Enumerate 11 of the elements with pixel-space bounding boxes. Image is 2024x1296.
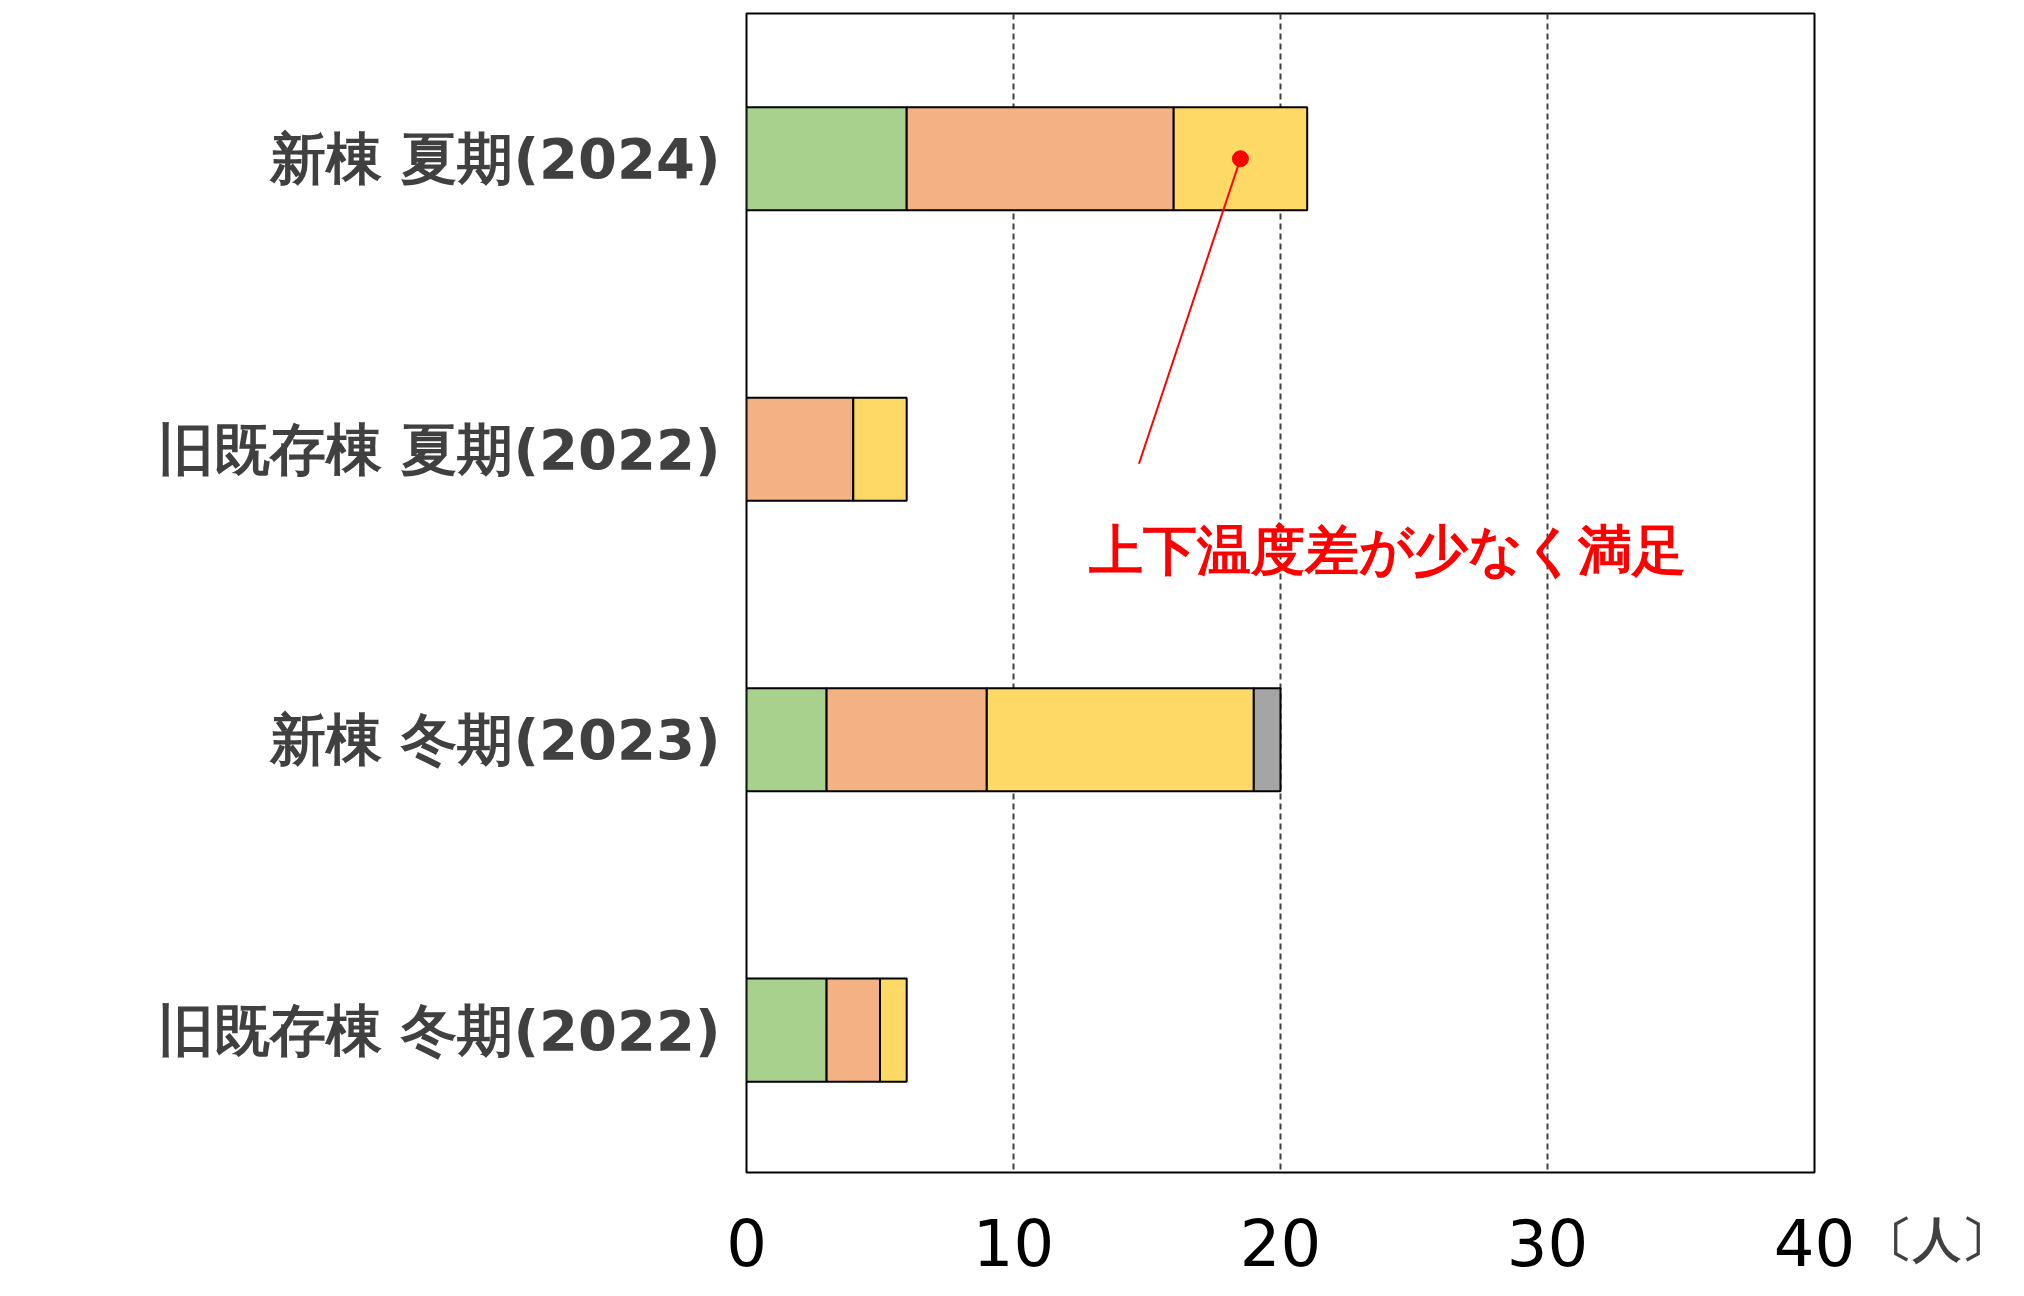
x-tick-label: 20 — [1239, 1206, 1322, 1281]
annotation: 上下温度差が少なく満足 — [1088, 519, 1686, 583]
y-tick-label: 新棟 夏期(2024) — [268, 126, 721, 192]
x-tick-label: 10 — [972, 1206, 1055, 1281]
x-tick-label: 0 — [726, 1206, 767, 1281]
x-tick-label: 40 — [1773, 1206, 1856, 1281]
x-tick-label: 30 — [1506, 1206, 1589, 1281]
y-tick-label: 旧既存棟 冬期(2022) — [157, 997, 721, 1063]
x-axis-title: 〔人〕 — [1865, 1210, 2009, 1269]
y-tick-label: 新棟 冬期(2023) — [268, 707, 721, 773]
y-tick-label: 旧既存棟 夏期(2022) — [157, 416, 721, 482]
